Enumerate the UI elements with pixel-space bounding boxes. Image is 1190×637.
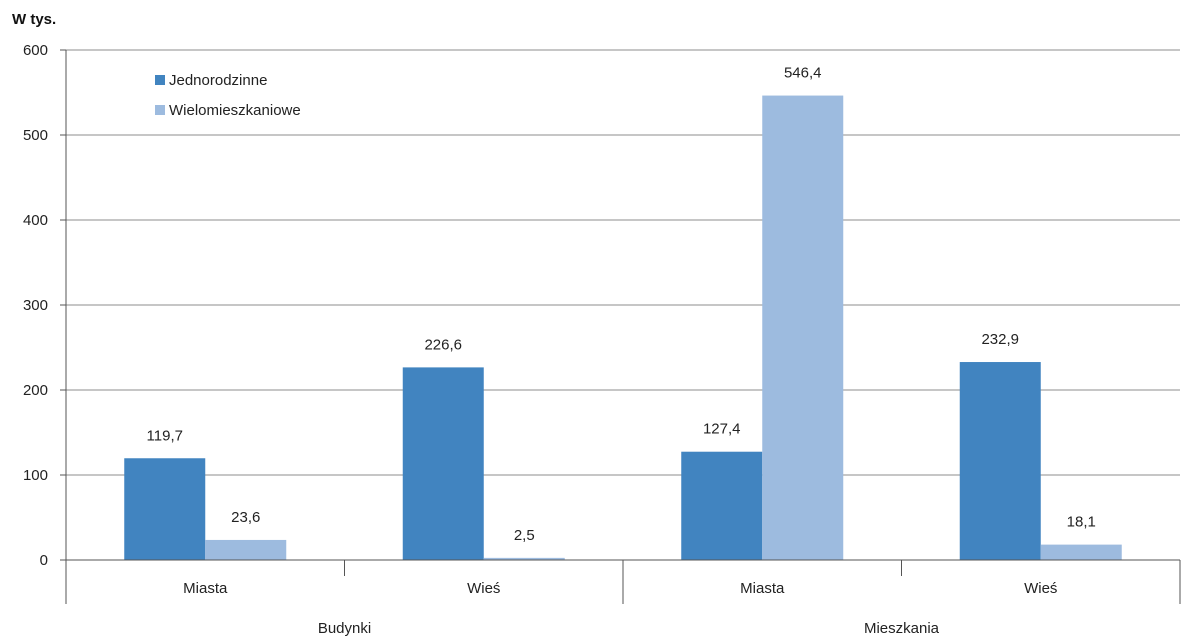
data-label: 2,5 xyxy=(514,527,535,544)
y-tick-label: 300 xyxy=(23,297,48,314)
bar xyxy=(402,367,484,560)
bar xyxy=(1040,544,1122,560)
x-group-label: Budynki xyxy=(318,620,371,637)
bar xyxy=(681,451,763,560)
y-tick-label: 400 xyxy=(23,212,48,229)
x-group-label: Mieszkania xyxy=(864,620,940,637)
x-category-label: Miasta xyxy=(183,580,228,597)
x-category-label: Miasta xyxy=(740,580,785,597)
bar xyxy=(124,458,206,560)
data-label: 18,1 xyxy=(1067,514,1096,531)
x-category-label: Wieś xyxy=(467,580,500,597)
data-label: 23,6 xyxy=(231,509,260,526)
legend: Jednorodzinne Wielomieszkaniowe xyxy=(155,72,301,119)
bar xyxy=(205,539,287,560)
y-tick-label: 600 xyxy=(23,42,48,59)
y-tick-label: 500 xyxy=(23,127,48,144)
bar xyxy=(959,362,1041,560)
grid-lines xyxy=(66,49,1180,561)
data-label: 119,7 xyxy=(147,427,183,444)
value-labels: 119,7 23,6 226,6 2,5 127,4 546,4 232,9 18,1 xyxy=(147,65,1096,544)
y-tick-label: 200 xyxy=(23,382,48,399)
legend-label: Wielomieszkaniowe xyxy=(169,102,301,119)
legend-label: Jednorodzinne xyxy=(169,72,267,89)
x-axis: Miasta Wieś Miasta Wieś Budynki Mieszkania xyxy=(65,559,1181,637)
data-label: 226,6 xyxy=(424,336,462,353)
legend-swatch xyxy=(155,105,165,115)
y-tick-label: 100 xyxy=(23,467,48,484)
y-axis-unit-label: W tys. xyxy=(12,11,56,28)
y-tick-label: 0 xyxy=(40,552,48,569)
y-axis-ticks: 0 100 200 300 400 500 600 xyxy=(23,42,67,569)
data-label: 546,4 xyxy=(784,65,822,82)
bar xyxy=(483,557,565,560)
bars xyxy=(124,95,1122,560)
data-label: 232,9 xyxy=(981,331,1019,348)
data-label: 127,4 xyxy=(703,421,741,438)
bar xyxy=(762,95,844,560)
legend-swatch xyxy=(155,75,165,85)
x-category-label: Wieś xyxy=(1024,580,1057,597)
